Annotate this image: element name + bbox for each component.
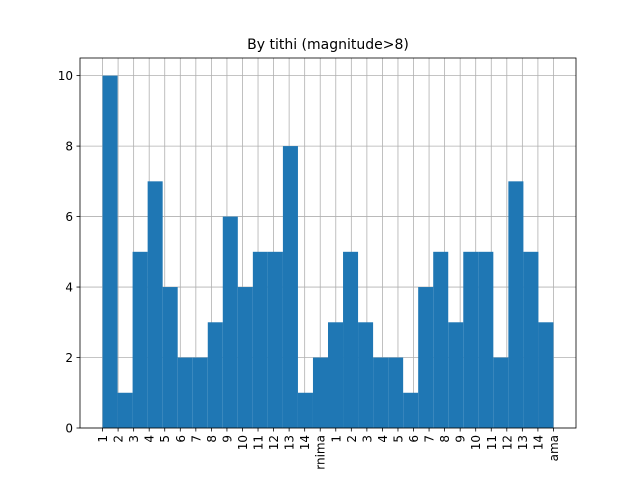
bar bbox=[192, 357, 208, 428]
y-tick-label: 6 bbox=[65, 210, 73, 224]
bar bbox=[403, 392, 419, 428]
x-tick-label: 12 bbox=[267, 435, 281, 450]
x-tick-label: 9 bbox=[454, 435, 468, 443]
x-tick-label: 2 bbox=[112, 435, 126, 443]
bar bbox=[312, 357, 328, 428]
x-tick-label: 10 bbox=[236, 435, 250, 450]
x-tick-label: 11 bbox=[485, 435, 499, 450]
bar bbox=[478, 251, 494, 428]
x-tick-label: 7 bbox=[423, 435, 437, 443]
x-tick-label: 11 bbox=[252, 435, 266, 450]
bar bbox=[463, 251, 479, 428]
bar bbox=[222, 216, 238, 428]
y-tick-label: 10 bbox=[58, 69, 73, 83]
x-tick-label: 5 bbox=[158, 435, 172, 443]
bar bbox=[297, 392, 313, 428]
bar bbox=[343, 251, 359, 428]
bar bbox=[418, 287, 434, 428]
bar bbox=[252, 251, 268, 428]
x-tick-label: 3 bbox=[127, 435, 141, 443]
x-tick-label: 8 bbox=[205, 435, 219, 443]
bars bbox=[102, 75, 554, 428]
x-tick-label: 7 bbox=[189, 435, 203, 443]
bar bbox=[237, 287, 253, 428]
x-tick-label: 2 bbox=[345, 435, 359, 443]
plot-frame bbox=[79, 57, 577, 429]
x-tick-label: 4 bbox=[143, 435, 157, 443]
y-tick-label: 2 bbox=[65, 351, 73, 365]
bar bbox=[147, 181, 163, 428]
bar bbox=[267, 251, 283, 428]
x-tick-label: rnima bbox=[314, 435, 328, 470]
bar bbox=[523, 251, 539, 428]
x-tick-label: 13 bbox=[283, 435, 297, 450]
x-tick-label: 3 bbox=[360, 435, 374, 443]
chart-title: By tithi (magnitude>8) bbox=[247, 37, 409, 53]
bar bbox=[448, 322, 464, 428]
x-tick-label: 10 bbox=[469, 435, 483, 450]
bar bbox=[538, 322, 554, 428]
bar bbox=[388, 357, 404, 428]
bar bbox=[177, 357, 193, 428]
x-tick-label: 12 bbox=[500, 435, 514, 450]
axes bbox=[79, 57, 577, 429]
bar bbox=[162, 287, 178, 428]
bar bbox=[493, 357, 509, 428]
y-tick-label: 4 bbox=[65, 281, 73, 295]
x-tick-label: 5 bbox=[391, 435, 405, 443]
bar bbox=[358, 322, 374, 428]
x-tick-label: 14 bbox=[298, 435, 312, 450]
bar bbox=[433, 251, 449, 428]
bar bbox=[102, 75, 118, 428]
y-tick-label: 0 bbox=[65, 422, 73, 436]
x-tick-label: 4 bbox=[376, 435, 390, 443]
x-tick-label: 8 bbox=[438, 435, 452, 443]
bar bbox=[328, 322, 344, 428]
x-tick-label: 1 bbox=[96, 435, 110, 443]
bar bbox=[508, 181, 524, 428]
bar bbox=[117, 392, 133, 428]
bar bbox=[373, 357, 389, 428]
x-tick-label: 14 bbox=[531, 435, 545, 450]
bar bbox=[207, 322, 223, 428]
x-tick-label: 6 bbox=[407, 435, 421, 443]
x-tick-label: 9 bbox=[220, 435, 234, 443]
x-tick-label: 1 bbox=[329, 435, 343, 443]
x-tick-label: 6 bbox=[174, 435, 188, 443]
bar bbox=[132, 251, 148, 428]
y-tick-label: 8 bbox=[65, 140, 73, 154]
x-tick-label: ama bbox=[547, 435, 561, 461]
bar bbox=[282, 146, 298, 428]
x-tick-label: 13 bbox=[516, 435, 530, 450]
